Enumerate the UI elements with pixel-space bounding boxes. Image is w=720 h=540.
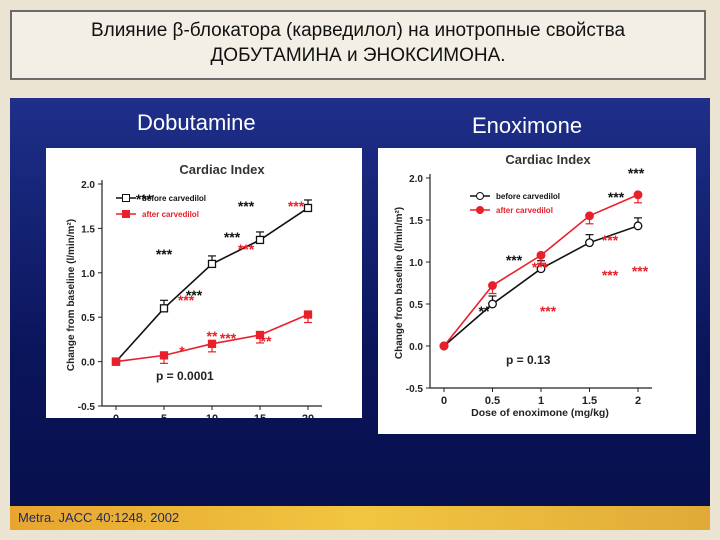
data-point [488, 299, 497, 309]
significance-mark: * [179, 343, 185, 359]
significance-mark: *** [238, 241, 255, 257]
slide-body: Dobutamine Enoximone Cardiac Index 2.0 1.5… [10, 98, 710, 530]
y-tick-label: 2.0 [81, 180, 95, 191]
data-point [633, 221, 643, 231]
data-point [536, 264, 546, 274]
y-axis-label: Change from baseline (l/min/m²) [394, 207, 405, 359]
dobutamine-chart-svg: Cardiac Index 2.0 1.5 1.0 0.5 0.0 -0.5 0 5 10 15 20… [66, 162, 322, 437]
data-point [255, 235, 265, 245]
y-tick-label: -0.5 [406, 384, 424, 395]
chart-title: Cardiac Index [505, 152, 591, 167]
x-tick-label: 2 [635, 395, 641, 407]
significance-mark: *** [288, 198, 305, 214]
data-point [159, 304, 169, 313]
x-tick-label: 0 [441, 395, 447, 407]
x-tick-label: 0 [113, 413, 119, 418]
data-point [207, 259, 217, 269]
p-value: p = 0.0001 [156, 369, 214, 383]
data-point [439, 341, 449, 351]
left-panel-label: Dobutamine [137, 110, 256, 135]
data-point [303, 203, 313, 213]
significance-mark: ** [479, 303, 490, 319]
legend-label: before carvedilol [496, 192, 560, 201]
slide-title-box: Влияние β-блокатора (карведилол) на инот… [10, 10, 706, 80]
data-point [536, 250, 546, 260]
significance-mark: ** [261, 333, 272, 349]
p-value: p = 0.13 [506, 353, 551, 367]
significance-mark: *** [602, 232, 619, 248]
significance-mark: *** [632, 263, 649, 279]
enoximone-chart-svg: Cardiac Index 2.0 1.5 1.0 0.5 0.0 -0.5 0 0.5 1 1.5… [394, 152, 652, 419]
legend-marker [476, 206, 484, 214]
y-tick-label: 0.5 [409, 300, 423, 311]
y-axis-label: Change from baseline (l/min/m²) [66, 219, 77, 371]
significance-mark: *** [136, 191, 153, 207]
y-tick-label: 1.0 [409, 258, 423, 269]
x-tick-label: 20 [302, 413, 314, 418]
legend-marker [476, 192, 484, 200]
significance-mark: *** [220, 330, 237, 346]
x-axis-label: Dose of enoximone (mg/kg) [471, 407, 609, 419]
y-tick-label: 1.5 [409, 216, 423, 227]
data-point [585, 238, 594, 248]
legend-marker [122, 210, 130, 218]
significance-mark: *** [238, 198, 255, 214]
data-point [207, 339, 217, 348]
significance-mark: *** [506, 252, 523, 268]
significance-mark: *** [540, 303, 557, 319]
y-tick-label: 2.0 [409, 174, 423, 185]
y-tick-label: 0.5 [81, 313, 95, 324]
data-point [488, 281, 497, 290]
legend-label: before carvedilol [142, 194, 206, 203]
x-tick-label: 5 [161, 413, 167, 418]
data-point [111, 357, 121, 366]
significance-mark: ** [207, 328, 218, 344]
enoximone-chart: Cardiac Index 2.0 1.5 1.0 0.5 0.0 -0.5 0 0.5 1 1.5… [378, 148, 696, 434]
chart-title: Cardiac Index [179, 162, 265, 177]
legend-marker [122, 194, 130, 202]
data-point [159, 351, 169, 360]
x-tick-label: 10 [206, 413, 218, 418]
dobutamine-chart: Cardiac Index 2.0 1.5 1.0 0.5 0.0 -0.5 0 5 10 15 20… [46, 148, 362, 437]
significance-mark: *** [608, 189, 625, 205]
x-tick-label: 1 [538, 395, 544, 407]
slide-title-line2: ДОБУТАМИНА и ЭНОКСИМОНА. [210, 45, 506, 66]
significance-mark: *** [532, 259, 549, 275]
right-panel-label: Enoximone [472, 113, 583, 138]
x-tick-label: 0.5 [485, 395, 500, 407]
significance-mark: *** [156, 246, 173, 262]
y-tick-label: 0.0 [409, 342, 423, 353]
data-point [633, 190, 643, 200]
data-point [303, 310, 313, 319]
significance-mark: *** [602, 267, 619, 283]
y-tick-label: 1.5 [81, 224, 95, 235]
y-tick-label: -0.5 [78, 402, 96, 413]
significance-mark: *** [186, 287, 203, 303]
y-tick-label: 1.0 [81, 269, 95, 280]
significance-mark: *** [224, 229, 241, 245]
data-point [585, 211, 594, 221]
footer-bar: Metra. JACC 40:1248. 2002 [10, 506, 710, 530]
slide-title-line1: Влияние β-блокатора (карведилол) на инот… [90, 20, 626, 41]
y-tick-label: 0.0 [81, 358, 95, 369]
x-tick-label: 15 [254, 413, 266, 418]
legend-label: after carvedilol [496, 206, 553, 215]
citation: Metra. JACC 40:1248. 2002 [18, 510, 180, 525]
significance-mark: *** [178, 292, 195, 308]
x-tick-label: 1.5 [582, 395, 597, 407]
legend-label: after carvedilol [142, 210, 199, 219]
significance-mark: *** [628, 165, 645, 181]
data-point [255, 330, 265, 340]
